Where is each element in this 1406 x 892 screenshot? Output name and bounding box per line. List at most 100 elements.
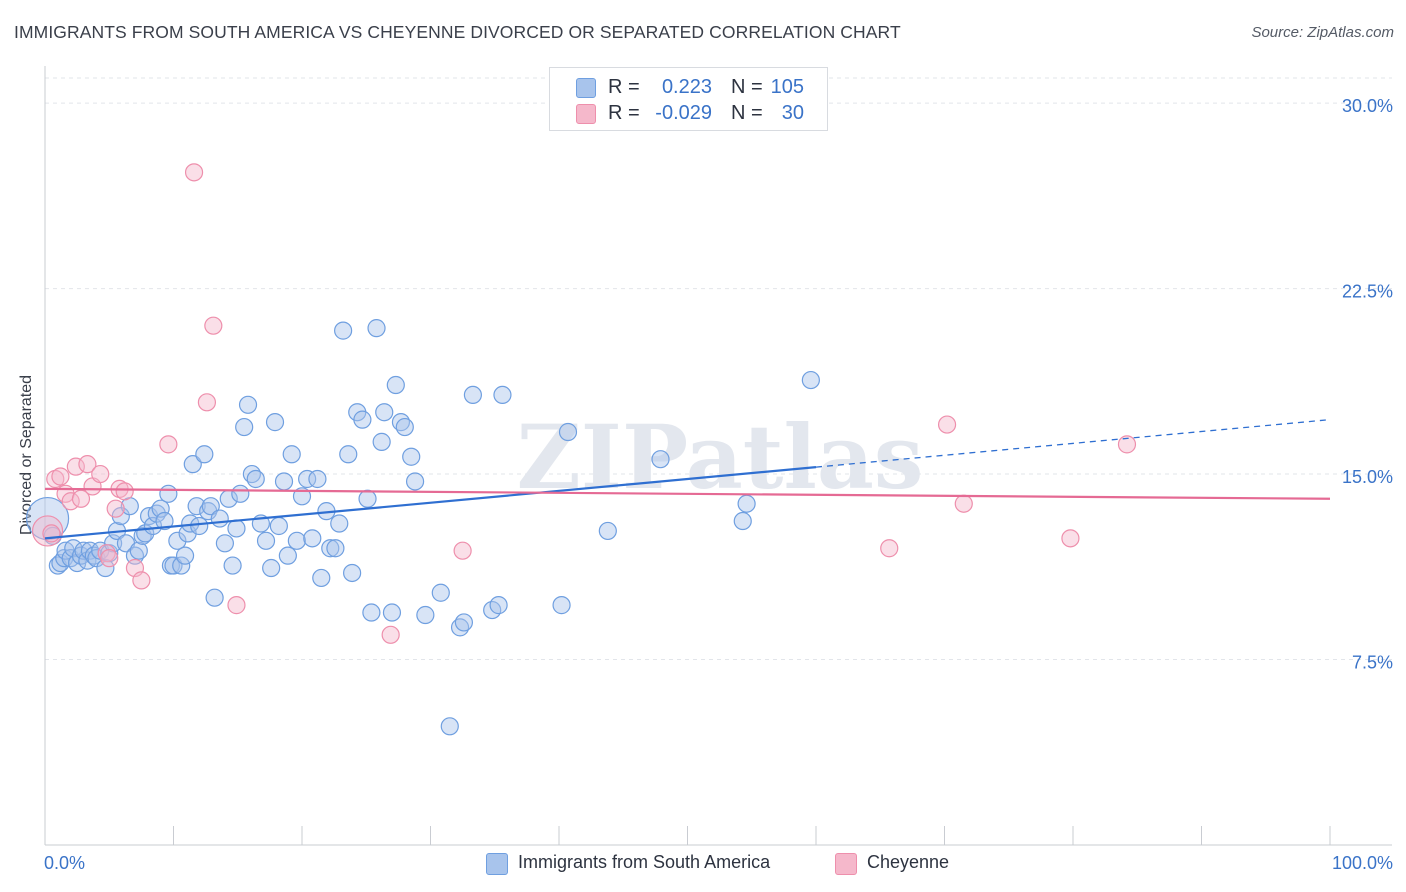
data-point-south-america [362,603,381,622]
data-point-south-america [395,417,414,437]
trend-line-south-america [44,466,817,540]
points-layer [25,163,1137,736]
trend-layer [44,418,1331,540]
data-point-south-america [262,558,281,578]
data-point-south-america [552,596,571,615]
data-point-south-america [382,603,402,622]
data-point-south-america [227,519,246,538]
data-point-south-america [287,531,306,550]
data-point-south-america [201,497,220,516]
data-point-south-america [440,717,459,736]
data-point-cheyenne [51,467,70,486]
data-point-south-america [372,432,391,451]
data-point-south-america [326,539,345,558]
data-point-south-america [187,497,206,516]
data-point-south-america [246,469,265,489]
data-point-cheyenne [159,435,178,454]
data-point-south-america [155,511,174,531]
data-point-cheyenne [204,316,223,335]
data-point-south-america [416,605,435,625]
data-point-cheyenne [1061,529,1080,548]
grid-layer [45,77,1392,661]
data-point-south-america [238,395,258,414]
data-point-south-america [282,445,301,464]
data-point-south-america [298,469,317,489]
data-point-south-america [256,531,276,550]
data-point-south-america [598,521,617,541]
data-point-south-america [367,319,386,338]
data-point-south-america [733,511,752,531]
data-point-cheyenne [71,489,91,508]
data-point-south-america [334,321,353,340]
data-point-south-america [402,447,421,466]
data-point-south-america [215,534,234,553]
x-tick-label: 100.0% [1332,853,1393,873]
n-value: 30 [781,102,804,124]
data-point-cheyenne [91,464,110,484]
data-point-south-america [330,514,349,533]
data-point-south-america [265,413,285,432]
data-point-south-america [801,370,820,390]
data-point-cheyenne [78,455,97,474]
data-point-south-america [386,375,405,395]
data-point-south-america [159,484,178,503]
r-value: 0.223 [661,76,712,98]
data-point-south-america [308,469,327,489]
r-label: R = [608,76,640,98]
data-point-cheyenne [880,539,899,558]
data-point-south-america [210,509,229,528]
data-point-cheyenne [1117,435,1137,454]
data-point-cheyenne [106,499,125,518]
bottom-legend-label: Immigrants from South America [518,852,771,872]
data-point-cheyenne [66,457,85,476]
data-point-south-america [172,556,191,575]
data-point-cheyenne [100,549,119,568]
data-point-south-america [195,445,214,464]
data-point-south-america [292,487,312,506]
data-point-cheyenne [132,571,151,590]
data-point-south-america [339,445,358,464]
y-tick-label: 15.0% [1342,467,1393,487]
data-point-cheyenne [381,625,400,644]
r-label: R = [608,102,640,124]
watermark: ZIPatlas [517,405,924,509]
data-point-south-america [183,455,202,474]
legend-swatch-cheyenne [576,104,596,124]
data-point-south-america [205,588,224,607]
data-point-south-america [463,385,483,405]
data-point-south-america [405,472,425,491]
trend-line-south-america-extension [815,418,1331,468]
data-point-south-america [558,422,578,442]
n-value: 105 [770,76,804,98]
y-tick-label: 7.5% [1352,653,1393,673]
data-point-cheyenne [954,494,973,513]
data-point-south-america [353,410,372,429]
y-tick-label: 22.5% [1342,282,1393,302]
data-point-south-america [358,489,377,508]
axis-layer [44,66,1392,846]
data-point-south-america [321,539,340,558]
data-point-cheyenne [227,596,246,615]
data-point-south-america [269,516,288,536]
data-point-cheyenne [115,482,134,501]
x-tick-label: 0.0% [44,853,85,873]
data-point-cheyenne [97,544,116,563]
data-point-south-america [190,516,209,536]
data-point-south-america [454,613,474,632]
data-point-south-america [493,385,512,405]
data-point-south-america [278,546,297,565]
data-point-south-america [168,531,187,550]
data-point-cheyenne [453,541,472,560]
label-layer: 7.5% 15.0% 22.5% 30.0% 0.0% 100.0% [44,96,1393,873]
source-label: Source: ZipAtlas.com [1251,24,1394,41]
data-point-cheyenne [197,393,217,412]
bottom-legend-label: Cheyenne [867,852,950,872]
data-point-south-america [223,556,242,575]
n-label: N = [731,102,763,124]
bottom-legend-swatch-south-america [486,853,508,875]
data-point-cheyenne [184,163,204,182]
legend-row-south-america: R = 0.223 N = 105 [550,75,827,101]
y-tick-label: 30.0% [1342,96,1393,116]
data-point-south-america [737,494,756,513]
data-point-south-america [235,417,254,437]
